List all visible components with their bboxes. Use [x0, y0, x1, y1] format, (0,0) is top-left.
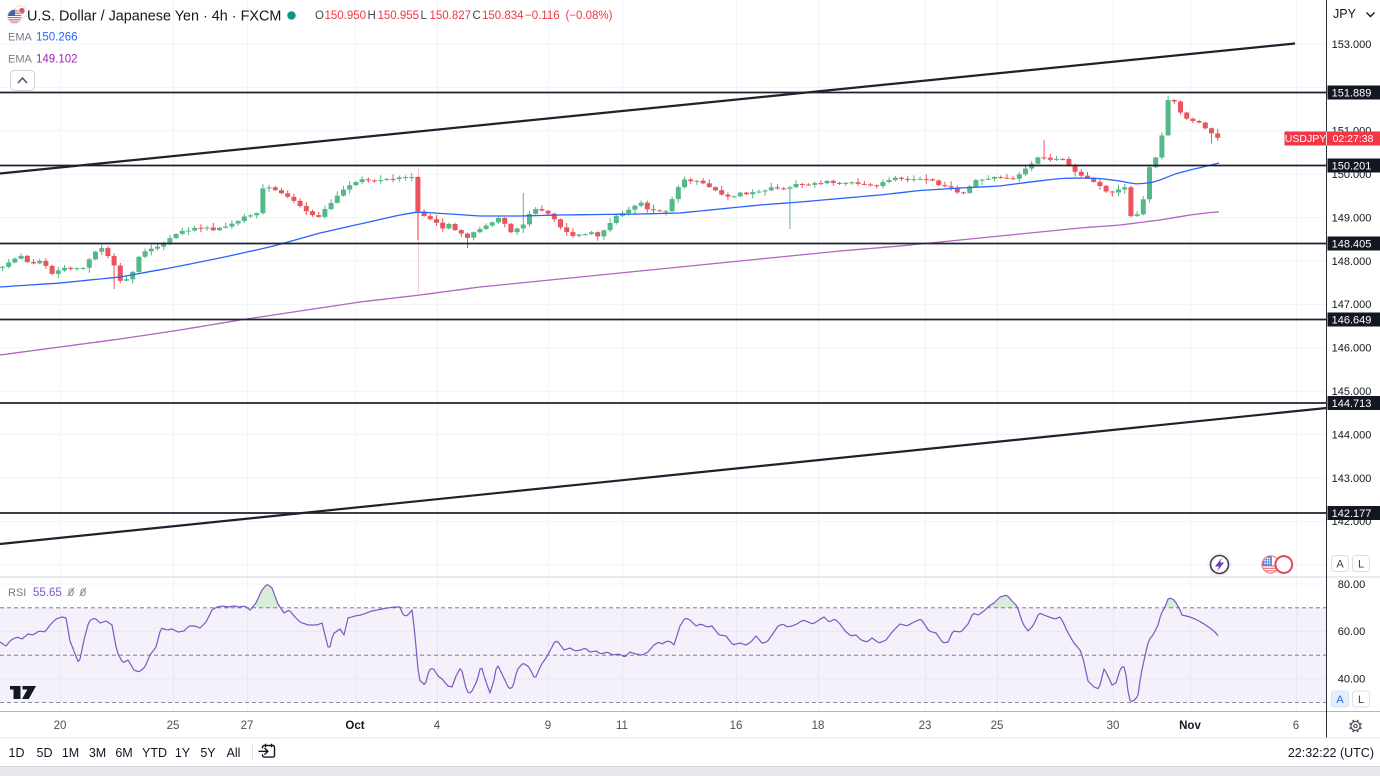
svg-text:3M: 3M [89, 746, 106, 760]
svg-text:4: 4 [434, 720, 441, 732]
svg-text:27: 27 [241, 720, 254, 732]
svg-text:JPY: JPY [1333, 7, 1357, 21]
svg-text:Oct: Oct [345, 720, 364, 732]
svg-text:30: 30 [1107, 720, 1120, 732]
svg-text:All: All [227, 746, 241, 760]
svg-text:149.102: 149.102 [36, 54, 78, 66]
svg-text:150.266: 150.266 [36, 32, 78, 44]
svg-text:RSI: RSI [8, 587, 26, 599]
svg-text:148.000: 148.000 [1332, 256, 1372, 268]
svg-text:150.201: 150.201 [1332, 160, 1372, 172]
svg-text:60.00: 60.00 [1338, 626, 1366, 638]
svg-text:151.889: 151.889 [1332, 87, 1372, 99]
svg-text:80.00: 80.00 [1338, 579, 1366, 591]
svg-text:A: A [1336, 694, 1344, 706]
svg-text:L: L [1358, 694, 1364, 706]
svg-text:A: A [1336, 559, 1344, 571]
svg-text:YTD: YTD [142, 746, 167, 760]
svg-text:5D: 5D [37, 746, 53, 760]
svg-text:EMA: EMA [8, 32, 33, 44]
svg-text:02:27:38: 02:27:38 [1333, 133, 1374, 145]
svg-text:147.000: 147.000 [1332, 299, 1372, 311]
svg-text:25: 25 [167, 720, 180, 732]
svg-text:Nov: Nov [1179, 720, 1201, 732]
svg-text:153.000: 153.000 [1332, 39, 1372, 51]
svg-text:145.000: 145.000 [1332, 386, 1372, 398]
svg-text:0: 0 [80, 587, 86, 599]
svg-text:9: 9 [545, 720, 551, 732]
svg-text:22:32:22 (UTC): 22:32:22 (UTC) [1288, 746, 1374, 760]
svg-text:25: 25 [991, 720, 1004, 732]
svg-text:1D: 1D [9, 746, 25, 760]
svg-text:23: 23 [919, 720, 932, 732]
svg-text:1Y: 1Y [175, 746, 191, 760]
svg-text:6M: 6M [115, 746, 132, 760]
svg-text:6: 6 [1293, 720, 1299, 732]
svg-text:L: L [1358, 559, 1364, 571]
svg-text:16: 16 [730, 720, 743, 732]
svg-text:144.000: 144.000 [1332, 429, 1372, 441]
svg-text:11: 11 [616, 720, 628, 732]
svg-text:146.000: 146.000 [1332, 343, 1372, 355]
svg-text:149.000: 149.000 [1332, 212, 1372, 224]
svg-text:144.713: 144.713 [1332, 398, 1372, 410]
svg-text:EMA: EMA [8, 54, 33, 66]
svg-text:5Y: 5Y [200, 746, 216, 760]
svg-text:146.649: 146.649 [1332, 314, 1372, 326]
svg-text:1M: 1M [62, 746, 79, 760]
svg-text:0: 0 [68, 587, 74, 599]
svg-text:18: 18 [812, 720, 825, 732]
svg-text:USDJPY: USDJPY [1285, 133, 1326, 145]
svg-text:40.00: 40.00 [1338, 674, 1366, 686]
svg-text:143.000: 143.000 [1332, 473, 1372, 485]
svg-text:20: 20 [54, 720, 67, 732]
svg-text:142.177: 142.177 [1332, 508, 1372, 520]
svg-text:148.405: 148.405 [1332, 238, 1372, 250]
svg-text:U.S. Dollar / Japanese Yen · 4: U.S. Dollar / Japanese Yen · 4h · FXCM [27, 9, 281, 25]
svg-text:55.65: 55.65 [33, 587, 62, 599]
